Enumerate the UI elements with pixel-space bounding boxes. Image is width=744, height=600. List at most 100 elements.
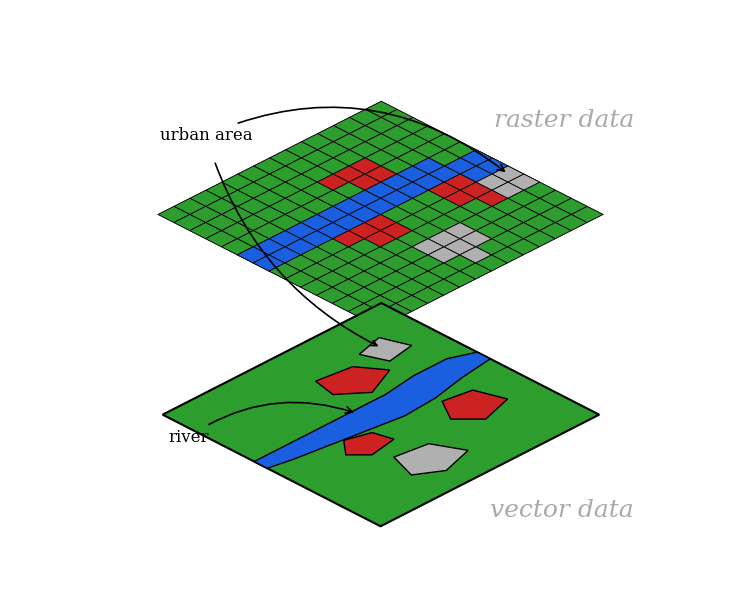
Polygon shape: [269, 247, 301, 263]
Polygon shape: [349, 206, 380, 223]
Polygon shape: [285, 190, 317, 206]
Polygon shape: [301, 214, 333, 230]
Polygon shape: [492, 182, 524, 198]
Polygon shape: [237, 182, 269, 198]
Polygon shape: [253, 255, 285, 271]
Polygon shape: [317, 190, 349, 206]
Polygon shape: [380, 206, 412, 223]
Polygon shape: [396, 247, 428, 263]
Polygon shape: [476, 174, 508, 190]
Polygon shape: [394, 443, 468, 475]
Polygon shape: [475, 239, 507, 255]
Polygon shape: [333, 166, 365, 182]
Polygon shape: [397, 166, 429, 182]
Polygon shape: [254, 352, 490, 468]
Polygon shape: [365, 263, 396, 279]
Polygon shape: [365, 247, 396, 263]
Polygon shape: [269, 230, 301, 247]
Polygon shape: [412, 174, 444, 190]
Polygon shape: [397, 182, 429, 198]
Polygon shape: [348, 255, 380, 271]
Polygon shape: [524, 230, 555, 247]
Polygon shape: [349, 190, 381, 206]
Polygon shape: [380, 239, 412, 255]
Polygon shape: [301, 150, 333, 166]
Polygon shape: [174, 214, 205, 230]
Polygon shape: [381, 109, 413, 125]
Polygon shape: [190, 206, 222, 223]
Polygon shape: [253, 239, 285, 255]
Polygon shape: [365, 101, 397, 118]
Polygon shape: [333, 279, 364, 295]
Polygon shape: [365, 166, 397, 182]
Polygon shape: [461, 166, 492, 182]
Polygon shape: [507, 239, 539, 255]
Polygon shape: [381, 174, 412, 190]
Polygon shape: [365, 214, 397, 230]
Polygon shape: [397, 182, 429, 198]
Polygon shape: [190, 190, 222, 206]
Polygon shape: [349, 158, 381, 174]
Polygon shape: [397, 166, 429, 182]
Polygon shape: [237, 230, 269, 247]
Polygon shape: [444, 206, 476, 223]
Polygon shape: [285, 223, 317, 239]
Polygon shape: [444, 174, 476, 190]
Polygon shape: [163, 303, 599, 526]
Polygon shape: [333, 182, 365, 198]
Polygon shape: [301, 263, 333, 279]
Polygon shape: [412, 223, 444, 239]
Polygon shape: [381, 142, 413, 158]
Polygon shape: [429, 166, 461, 182]
Polygon shape: [571, 206, 603, 223]
Polygon shape: [301, 198, 333, 214]
Polygon shape: [461, 166, 492, 182]
Polygon shape: [381, 190, 412, 206]
Polygon shape: [461, 182, 492, 198]
Polygon shape: [349, 174, 381, 190]
Polygon shape: [286, 142, 318, 158]
Text: vector data: vector data: [490, 499, 634, 523]
Polygon shape: [539, 190, 571, 206]
Polygon shape: [301, 182, 333, 198]
Polygon shape: [237, 198, 269, 214]
Polygon shape: [381, 190, 412, 206]
Polygon shape: [301, 230, 333, 247]
Polygon shape: [205, 230, 237, 247]
Polygon shape: [444, 174, 476, 190]
Polygon shape: [285, 206, 317, 223]
Polygon shape: [524, 182, 556, 198]
Polygon shape: [476, 190, 508, 206]
Polygon shape: [444, 223, 476, 239]
Polygon shape: [476, 158, 508, 174]
Polygon shape: [316, 287, 348, 304]
Polygon shape: [238, 166, 269, 182]
Polygon shape: [429, 166, 461, 182]
Polygon shape: [461, 150, 493, 166]
Polygon shape: [158, 206, 190, 223]
Polygon shape: [365, 198, 397, 214]
Polygon shape: [317, 174, 349, 190]
Polygon shape: [286, 174, 317, 190]
Polygon shape: [397, 150, 429, 166]
Polygon shape: [206, 198, 237, 214]
Polygon shape: [381, 158, 413, 174]
Polygon shape: [365, 214, 397, 230]
Polygon shape: [412, 174, 444, 190]
Polygon shape: [349, 125, 381, 142]
Polygon shape: [349, 223, 380, 239]
Polygon shape: [253, 223, 285, 239]
Polygon shape: [222, 223, 253, 239]
Polygon shape: [359, 338, 411, 361]
Polygon shape: [254, 174, 286, 190]
Polygon shape: [222, 190, 254, 206]
Polygon shape: [254, 190, 285, 206]
Polygon shape: [365, 230, 397, 247]
Polygon shape: [507, 223, 539, 239]
Polygon shape: [269, 166, 301, 182]
Polygon shape: [318, 125, 349, 142]
Polygon shape: [444, 223, 476, 239]
Polygon shape: [286, 158, 317, 174]
Polygon shape: [317, 206, 349, 223]
Polygon shape: [429, 198, 460, 214]
